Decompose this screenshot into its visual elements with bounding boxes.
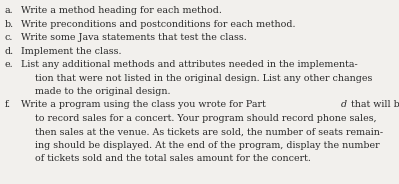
Text: d.: d. (5, 47, 14, 56)
Text: e.: e. (5, 60, 14, 69)
Text: tion that were not listed in the original design. List any other changes: tion that were not listed in the origina… (35, 74, 373, 83)
Text: then sales at the venue. As tickets are sold, the number of seats remain-: then sales at the venue. As tickets are … (35, 127, 383, 136)
Text: c.: c. (5, 33, 13, 42)
Text: Implement the class.: Implement the class. (21, 47, 121, 56)
Text: f.: f. (5, 100, 11, 109)
Text: Write preconditions and postconditions for each method.: Write preconditions and postconditions f… (21, 20, 295, 29)
Text: Write some Java statements that test the class.: Write some Java statements that test the… (21, 33, 247, 42)
Text: a.: a. (5, 6, 14, 15)
Text: to record sales for a concert. Your program should record phone sales,: to record sales for a concert. Your prog… (35, 114, 377, 123)
Text: ing should be displayed. At the end of the program, display the number: ing should be displayed. At the end of t… (35, 141, 380, 150)
Text: d: d (340, 100, 347, 109)
Text: made to the original design.: made to the original design. (35, 87, 171, 96)
Text: of tickets sold and the total sales amount for the concert.: of tickets sold and the total sales amou… (35, 154, 311, 163)
Text: b.: b. (5, 20, 14, 29)
Text: List any additional methods and attributes needed in the implementa-: List any additional methods and attribut… (21, 60, 358, 69)
Text: Write a program using the class you wrote for Part: Write a program using the class you wrot… (21, 100, 269, 109)
Text: that will be used: that will be used (348, 100, 399, 109)
Text: Write a method heading for each method.: Write a method heading for each method. (21, 6, 221, 15)
